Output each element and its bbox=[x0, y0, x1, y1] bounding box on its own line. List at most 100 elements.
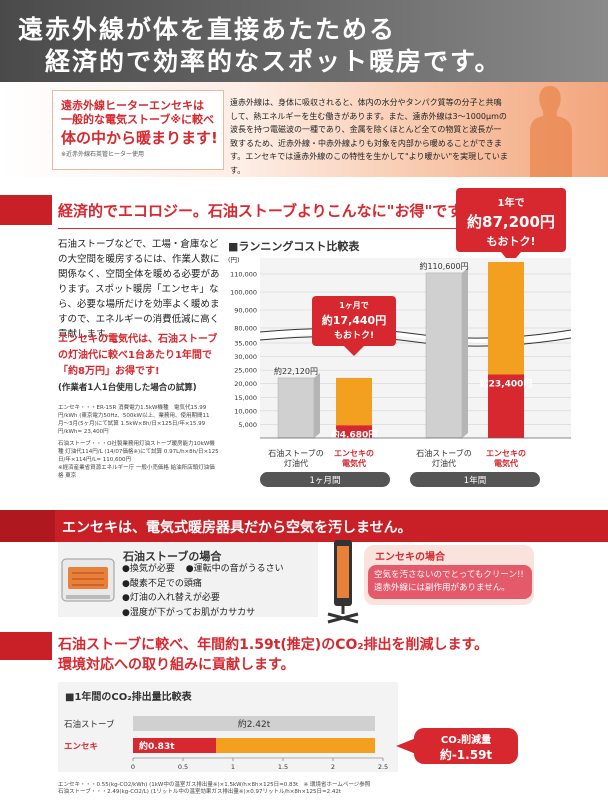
co2-x-tick-label: 1.5 bbox=[278, 763, 288, 771]
section-1-red-main: エンセキの電気代は、石油ストーブの灯油代に較べ1台あたり1年間で「約8万円」お得… bbox=[58, 334, 218, 377]
cat-enseki-1-1: エンセキの bbox=[486, 449, 526, 458]
co2-x-tick-label: 2 bbox=[331, 763, 335, 771]
enseki-heater-icon bbox=[327, 540, 359, 624]
y-tick-label: 110,000 bbox=[230, 271, 257, 279]
co2-notes: エンセキ・・・0.55(kg-CO2/kWh) (1kW中の温室ガス排出量※)×… bbox=[58, 782, 598, 796]
intro-box-line-2: 一般的な電気ストーブ※に較べ bbox=[61, 113, 215, 126]
section-2-title: エンセキは、電気式暖房器具だから空気を汚しません。 bbox=[62, 520, 412, 536]
bar-enseki-0 bbox=[336, 425, 372, 438]
intro-text: 遠赤外線は、身体に吸収されると、体内の水分やタンパク質等の分子と共鳴して、熱エネ… bbox=[230, 98, 508, 175]
cat-kerosene-1-0: 石油ストーブの bbox=[268, 448, 324, 458]
running-cost-chart: (円) 110,000 100,000 90,000 80,000 35,000 30,00… bbox=[228, 256, 572, 487]
co2-label-enseki: 約0.83t bbox=[139, 740, 175, 752]
section-1-body: 石油ストーブなどで、工場・倉庫などの大空間を暖房するには、作業人数に関係なく、空… bbox=[58, 239, 220, 340]
note-kerosene: 石油ストーブ・・・O社製業務用灯油ストーブ暖房能力10kW機種 灯油代114円/… bbox=[58, 441, 219, 463]
co2-bar-enseki bbox=[133, 738, 216, 753]
kerosene-issue-2: 酸素不足での頭痛 bbox=[129, 578, 202, 589]
co2-note-2: 石油ストーブ・・・2.49(kg-CO2/L) (1リットル中の温室効果ガス排出… bbox=[58, 789, 342, 795]
kerosene-issues-list: ●換気が必要 ●運転中の音がうるさい ●酸素不足での頭痛 ●灯油の入れ替えが必要… bbox=[122, 562, 284, 620]
period-label-1: 1年間 bbox=[464, 475, 486, 486]
co2-reduction-badge: CO₂削減量 約-1.59t bbox=[414, 728, 518, 764]
badge-amount: 約87,200円 bbox=[467, 213, 555, 231]
kerosene-issue-1: 運転中の音がうるさい bbox=[193, 564, 284, 574]
co2-badge-line-2: 約-1.59t bbox=[439, 748, 493, 762]
co2-headline-2: 環境対応への取り組みに貢献します。 bbox=[58, 657, 295, 673]
page-header: 遠赤外線が体を直接あたためる 経済的で効率的なスポット暖房です。 bbox=[0, 0, 608, 82]
enseki-benefit-box: 空気を汚さないのでとってもクリーン!! 遠赤外線には副作用がありません。 bbox=[368, 565, 532, 599]
y-tick-label: 5,000 bbox=[238, 421, 257, 429]
co2-headline-1: 石油ストーブに較べ、年間約1.59t(推定)のCO₂排出を削減します。 bbox=[58, 637, 489, 653]
cat-enseki-1-0: エンセキの bbox=[334, 449, 374, 458]
co2-badge-pointer-icon bbox=[396, 738, 416, 754]
section-1-red-text: エンセキの電気代は、石油ストーブの灯油代に較べ1台あたり1年間で「約8万円」お得… bbox=[58, 332, 220, 396]
cat-enseki-2-1: 電気代 bbox=[494, 458, 518, 468]
co2-chart: 石油ストーブ 約2.42t エンセキ 約0.83t 0 0.5 1 1.5 2 2.5 bbox=[64, 716, 388, 771]
section-3-marker bbox=[0, 632, 52, 660]
co2-bar-kerosene bbox=[133, 716, 375, 731]
intro-box-big: 体の中から暖まります! bbox=[61, 129, 218, 147]
section-1-title: 経済的でエコロジー。石油ストーブよりこんなに"お得"です! bbox=[58, 202, 470, 220]
section-2-banner: エンセキは、電気式暖房器具だから空気を汚しません。 bbox=[0, 510, 608, 542]
co2-x-tick-label: 0.5 bbox=[178, 763, 188, 771]
monthly-callout-amount: 約17,440円 bbox=[322, 313, 386, 327]
period-label-0: 1ヶ月間 bbox=[310, 476, 341, 486]
cat-kerosene-1-1: 石油ストーブの bbox=[416, 448, 472, 458]
bar-kerosene-1 bbox=[425, 272, 463, 439]
bar-kerosene-label-1: 約110,600円 bbox=[419, 261, 468, 271]
co2-chart-title: ■1年間のCO₂排出量比較表 bbox=[65, 692, 192, 703]
monthly-callout-line-1: 1ヶ月で bbox=[339, 301, 369, 310]
intro-highlight-box: 遠赤外線ヒーターエンセキは 一般的な電気ストーブ※に較べ 体の中から暖まります!… bbox=[52, 90, 224, 170]
y-tick-label: 20,000 bbox=[234, 380, 257, 388]
bar-enseki-savings-0 bbox=[336, 377, 372, 426]
kerosene-issue-4: 湿度が下がってお肌がカサカサ bbox=[129, 607, 256, 618]
yearly-savings-badge: 1年で 約87,200円 もおトク! bbox=[456, 188, 566, 264]
y-tick-label: 15,000 bbox=[234, 394, 257, 402]
co2-category-1: エンセキ bbox=[64, 742, 98, 752]
cat-kerosene-2-1: 灯油代 bbox=[432, 458, 456, 468]
section-1-red-sub: (作業者1人1台使用した場合の試算) bbox=[58, 383, 197, 393]
bar-enseki-savings-1 bbox=[488, 262, 524, 375]
bar-kerosene-label-0: 約22,120円 bbox=[274, 366, 318, 376]
monthly-callout-pointer bbox=[344, 346, 364, 356]
y-tick-label: 35,000 bbox=[234, 340, 257, 348]
monthly-callout-sub: もおトク! bbox=[334, 330, 374, 341]
monthly-callout bbox=[312, 296, 396, 346]
running-cost-chart-title: ■ランニングコスト比較表 bbox=[228, 240, 360, 253]
kerosene-issue-0: 換気が必要 bbox=[129, 564, 175, 574]
kerosene-issue-row-1: ●換気が必要 ●運転中の音がうるさい bbox=[122, 564, 284, 574]
y-tick-label: 10,000 bbox=[234, 407, 257, 415]
header-line-2: 経済的で効率的なスポット暖房です。 bbox=[45, 47, 502, 76]
intro-box-note: ※近赤外線石英管ヒーター使用 bbox=[61, 151, 145, 158]
intro-box-line-1: 遠赤外線ヒーターエンセキは bbox=[61, 99, 204, 112]
kerosene-issue-row-4: ●湿度が下がってお肌がカサカサ bbox=[122, 607, 256, 618]
enseki-benefit-2: 遠赤外線には副作用がありません。 bbox=[374, 583, 510, 593]
cat-enseki-2-0: 電気代 bbox=[342, 458, 366, 468]
co2-x-tick-label: 0 bbox=[131, 763, 135, 771]
note-source: ※経済産業省資源エネルギー庁 一般小売価格 給油所店頭灯油価格 東京 bbox=[58, 465, 215, 479]
co2-x-tick-label: 1 bbox=[231, 763, 235, 771]
y-tick-label: 25,000 bbox=[234, 367, 257, 375]
header-line-1: 遠赤外線が体を直接あたためる bbox=[18, 15, 397, 44]
kerosene-issue-row-2: ●酸素不足での頭痛 bbox=[122, 578, 202, 589]
co2-category-0: 石油ストーブ bbox=[64, 719, 115, 730]
kerosene-stove-icon bbox=[61, 558, 115, 602]
badge-year: 1年で bbox=[497, 198, 525, 209]
note-enseki: エンセキ・・・ER-15R 消費電力1.5kW機種 電気代15.99円/kWh … bbox=[58, 405, 210, 435]
co2-note-1: エンセキ・・・0.55(kg-CO2/kWh) (1kW中の温室ガス排出量※)×… bbox=[58, 782, 371, 788]
period-bar-1 bbox=[410, 472, 540, 487]
y-axis-unit: (円) bbox=[228, 256, 240, 264]
y-tick-label: 100,000 bbox=[230, 289, 257, 297]
cat-kerosene-2-0: 灯油代 bbox=[284, 458, 308, 468]
co2-badge-line-1: CO₂削減量 bbox=[440, 735, 492, 746]
section-1-marker bbox=[0, 195, 52, 225]
enseki-case-title: エンセキの場合 bbox=[375, 552, 445, 563]
section-1-underline bbox=[58, 228, 458, 229]
period-bar-0 bbox=[260, 472, 390, 487]
kerosene-issue-row-3: ●灯油の入れ替えが必要 bbox=[122, 593, 220, 603]
co2-x-tick-label: 2.5 bbox=[378, 763, 388, 771]
bar-kerosene-side-1 bbox=[462, 267, 468, 438]
kerosene-case-title: 石油ストーブの場合 bbox=[123, 550, 222, 563]
y-tick-label: 30,000 bbox=[234, 353, 257, 361]
y-tick-label: 90,000 bbox=[234, 307, 257, 315]
bar-kerosene-side-0 bbox=[314, 372, 320, 438]
